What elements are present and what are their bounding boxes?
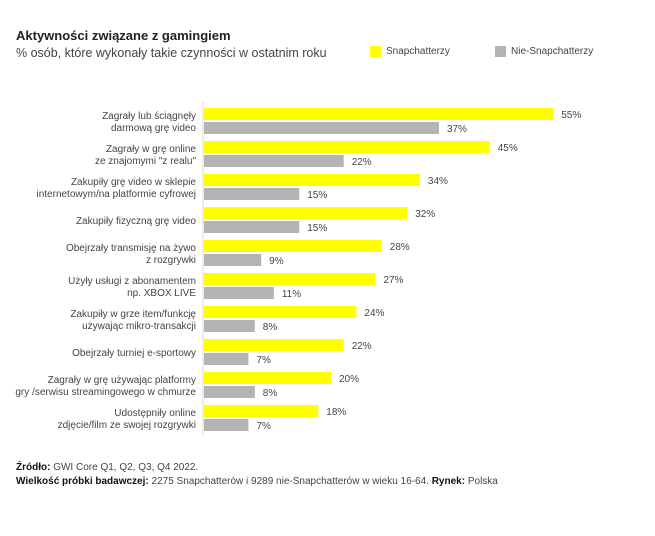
data-label: 20% bbox=[339, 374, 359, 385]
data-label: 15% bbox=[307, 223, 327, 234]
data-label: 9% bbox=[269, 256, 284, 267]
footer-sample: Wielkość próbki badawczej: 2275 Snapchat… bbox=[16, 476, 498, 487]
category-label: darmową grę video bbox=[111, 123, 196, 134]
legend-item-snapchatterzy: Snapchatterzy bbox=[370, 46, 450, 57]
data-label: 8% bbox=[263, 388, 278, 399]
data-label: 15% bbox=[307, 190, 327, 201]
category-label: z rozgrywki bbox=[146, 255, 196, 266]
category-label: używając mikro-transakcji bbox=[82, 321, 196, 332]
category-label: Obejrzały transmisję na żywo bbox=[66, 243, 196, 254]
legend-label: Nie-Snapchatterzy bbox=[511, 46, 594, 57]
category-label: Zagrały lub ściągnęły bbox=[102, 111, 196, 122]
data-label: 55% bbox=[561, 110, 581, 121]
data-label: 34% bbox=[428, 176, 448, 187]
category-label: Udostępniły online bbox=[114, 408, 196, 419]
data-label: 32% bbox=[415, 209, 435, 220]
data-label: 11% bbox=[282, 289, 301, 300]
bar-snapchatterzy bbox=[204, 273, 376, 285]
category-label: zdjęcie/film ze swojej rozgrywki bbox=[58, 420, 196, 431]
bar-snapchatterzy bbox=[204, 339, 344, 351]
bar-snapchatterzy bbox=[204, 108, 554, 120]
data-label: 22% bbox=[352, 341, 372, 352]
bar-nie-snapchatterzy bbox=[204, 287, 274, 299]
data-label: 7% bbox=[256, 355, 271, 366]
footer-source: Źródło: GWI Core Q1, Q2, Q3, Q4 2022. bbox=[16, 462, 198, 473]
chart-subtitle: % osób, które wykonały takie czynności w… bbox=[16, 46, 327, 60]
source-label: Źródło: bbox=[16, 462, 51, 473]
sample-label: Wielkość próbki badawczej: bbox=[16, 476, 149, 487]
data-label: 28% bbox=[390, 242, 410, 253]
data-label: 37% bbox=[447, 124, 467, 135]
category-label: Obejrzały turniej e-sportowy bbox=[72, 348, 196, 359]
data-label: 18% bbox=[326, 407, 346, 418]
legend-label: Snapchatterzy bbox=[386, 46, 450, 57]
bar-nie-snapchatterzy bbox=[204, 188, 300, 200]
category-label: np. XBOX LIVE bbox=[127, 288, 196, 299]
category-label: Zakupiły grę video w sklepie bbox=[71, 177, 196, 188]
bar-snapchatterzy bbox=[204, 141, 490, 153]
category-label: Użyły usługi z abonamentem bbox=[68, 276, 196, 287]
market-label: Rynek: bbox=[431, 476, 466, 487]
bar-snapchatterzy bbox=[204, 240, 382, 252]
market-text: Polska bbox=[465, 476, 498, 487]
legend-swatch bbox=[370, 46, 381, 57]
data-label: 45% bbox=[498, 143, 518, 154]
data-label: 24% bbox=[364, 308, 384, 319]
bar-nie-snapchatterzy bbox=[204, 254, 262, 266]
bar-snapchatterzy bbox=[204, 306, 357, 318]
bar-nie-snapchatterzy bbox=[204, 155, 344, 167]
source-text: GWI Core Q1, Q2, Q3, Q4 2022. bbox=[50, 462, 199, 473]
legend-item-nie-snapchatterzy: Nie-Snapchatterzy bbox=[495, 46, 593, 57]
bar-nie-snapchatterzy bbox=[204, 122, 439, 134]
category-label: gry /serwisu streamingowego w chmurze bbox=[15, 387, 196, 398]
bar-snapchatterzy bbox=[204, 372, 331, 384]
category-label: ze znajomymi "z realu" bbox=[95, 156, 196, 167]
chart-title: Aktywności związane z gamingiem bbox=[16, 28, 231, 43]
bar-snapchatterzy bbox=[204, 405, 319, 417]
data-label: 22% bbox=[352, 157, 372, 168]
category-label: Zagrały w grę online bbox=[106, 144, 196, 155]
bar-nie-snapchatterzy bbox=[204, 221, 300, 233]
bar-snapchatterzy bbox=[204, 207, 408, 219]
data-label: 8% bbox=[263, 322, 278, 333]
sample-text: 2275 Snapchatterów i 9289 nie-Snapchatte… bbox=[148, 476, 432, 487]
data-label: 27% bbox=[383, 275, 403, 286]
category-label: Zakupiły w grze item/funkcję bbox=[70, 309, 196, 320]
bar-nie-snapchatterzy bbox=[204, 386, 255, 398]
bar-nie-snapchatterzy bbox=[204, 353, 249, 365]
category-label: internetowym/na platformie cyfrowej bbox=[36, 189, 196, 200]
category-label: Zakupiły fizyczną grę video bbox=[76, 216, 196, 227]
bar-nie-snapchatterzy bbox=[204, 419, 249, 431]
legend-swatch bbox=[495, 46, 506, 57]
bar-nie-snapchatterzy bbox=[204, 320, 255, 332]
bar-snapchatterzy bbox=[204, 174, 420, 186]
data-label: 7% bbox=[256, 421, 271, 432]
category-label: Zagrały w grę używając platformy bbox=[48, 375, 196, 386]
